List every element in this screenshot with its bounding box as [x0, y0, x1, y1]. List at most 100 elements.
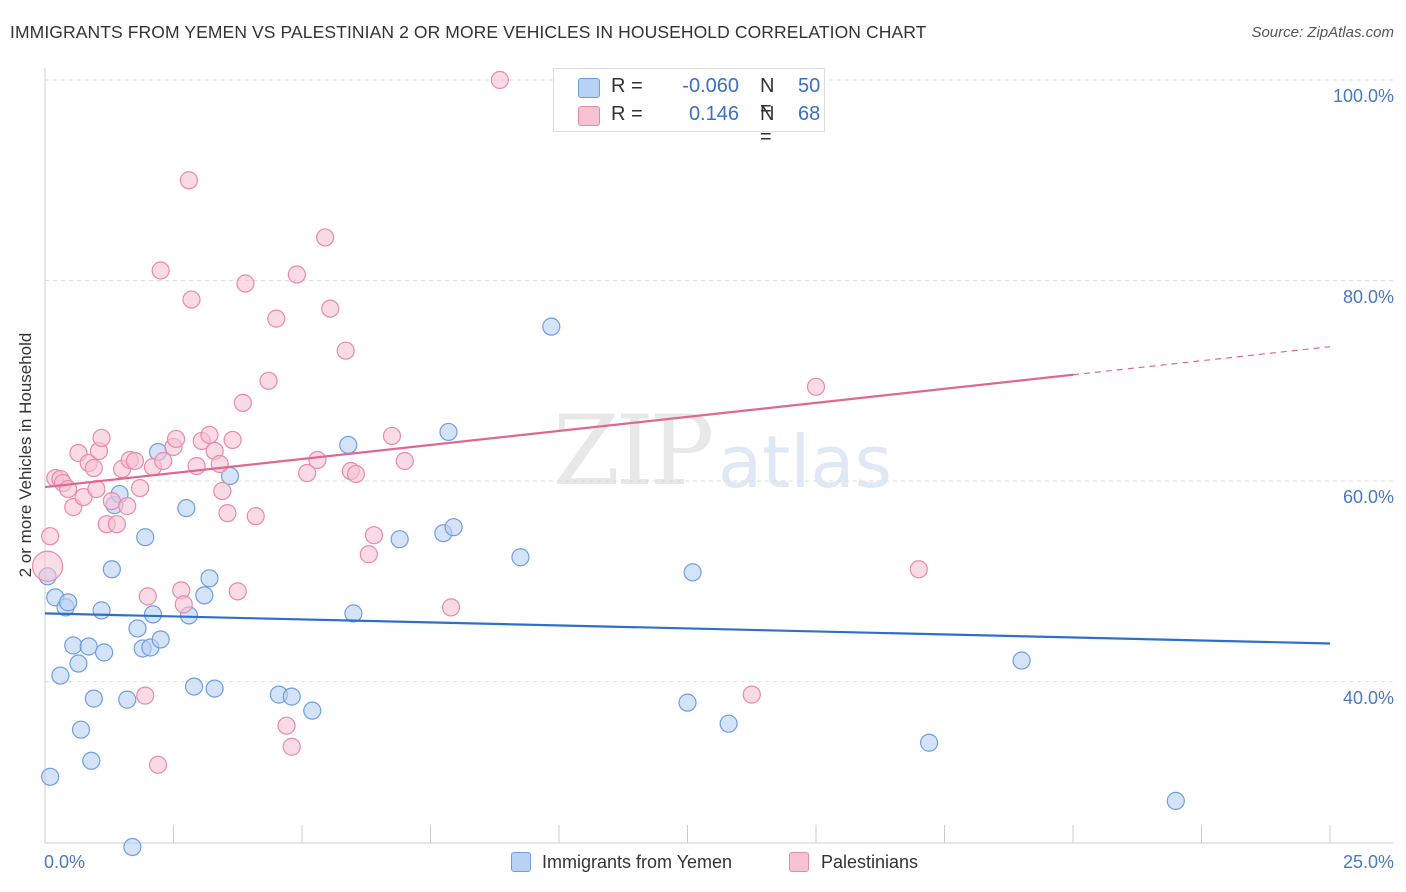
watermark-zip: ZIP: [553, 395, 714, 507]
x-tick-label-min: 0.0%: [44, 852, 86, 872]
palestinian-point: [74, 487, 93, 507]
palestinian-point: [282, 737, 301, 756]
palestinian-point: [154, 451, 173, 471]
series-palestinians: [31, 70, 928, 774]
yemen-point: [143, 605, 163, 624]
palestinian-point: [395, 451, 414, 471]
y-tick-label: 40.0%: [1342, 687, 1394, 708]
yemen-point: [84, 689, 103, 708]
palestinian-point: [174, 595, 193, 614]
yemen-point: [344, 604, 363, 623]
yemen-point: [92, 601, 111, 620]
palestinian-point: [31, 550, 64, 582]
yemen-point: [919, 733, 939, 752]
palestinian-point: [316, 228, 335, 247]
chart-title: IMMIGRANTS FROM YEMEN VS PALESTINIAN 2 O…: [10, 22, 927, 42]
palestinian-point: [246, 507, 265, 526]
yemen-point: [95, 643, 114, 662]
palestinian-point: [382, 426, 402, 446]
yemen-point: [82, 751, 101, 770]
palestinian-point: [259, 371, 278, 390]
palestinian-point: [223, 430, 242, 450]
palestinian-point: [346, 464, 366, 484]
yemen-point: [1166, 791, 1185, 810]
yemen-point: [195, 586, 214, 605]
palestinian-point: [298, 463, 317, 483]
yemen-point: [71, 720, 91, 739]
palestinian-point: [233, 393, 252, 412]
palestinian-point: [267, 309, 286, 328]
palestinian-point: [236, 274, 255, 293]
palestinian-point: [179, 171, 199, 190]
palestinian-point: [364, 526, 384, 545]
yemen-point: [439, 422, 458, 442]
y-tick-label: 100.0%: [1332, 86, 1394, 106]
palestinian-point: [308, 450, 327, 470]
palestinian-point: [148, 755, 168, 774]
palestinian-point: [41, 527, 60, 546]
yemen-point: [151, 630, 170, 649]
yemen-point: [79, 637, 98, 656]
yemen-point: [69, 654, 88, 673]
palestinian-point: [118, 497, 137, 516]
yemen-point: [177, 499, 196, 518]
yemen-point: [118, 690, 137, 709]
palestinian-point: [84, 458, 103, 478]
yemen-point: [102, 560, 121, 579]
palestinian-point: [806, 377, 826, 396]
correlation-legend: R = -0.060 N = 50 R = 0.146 N = 68: [553, 68, 825, 148]
legend-n-label: N =: [760, 103, 775, 148]
legend-label-yemen: Immigrants from Yemen: [542, 852, 733, 872]
palestinian-point: [138, 587, 157, 606]
yemen-point: [205, 679, 224, 698]
yemen-point: [542, 317, 561, 336]
palestinian-point: [228, 582, 247, 601]
yemen-point: [282, 687, 301, 706]
yemen-point: [390, 530, 409, 549]
yemen-point: [123, 837, 142, 857]
yemen-point: [128, 619, 147, 638]
legend-r-value: 0.146: [688, 103, 739, 125]
palestinian-point: [182, 290, 201, 309]
palestinian-point: [359, 545, 378, 564]
legend-n-label: N =: [760, 75, 775, 120]
palestinian-point: [92, 428, 111, 448]
x-tick-label-max: 25.0%: [1342, 852, 1394, 872]
legend-swatch-pink: [578, 106, 600, 126]
palestinian-point: [218, 504, 237, 523]
palestinian-point: [102, 492, 121, 511]
palestinian-point: [210, 454, 229, 474]
palestinian-point: [441, 598, 461, 617]
yemen-point: [136, 528, 155, 547]
watermark-atlas: atlas: [718, 420, 892, 504]
y-axis-label: 2 or more Vehicles in Household: [16, 332, 35, 578]
source-label: Source: ZipAtlas.com: [1251, 24, 1394, 41]
palestinian-trend-extension: [1072, 346, 1331, 376]
legend-label-palestinians: Palestinians: [821, 852, 919, 872]
yemen-point: [51, 666, 70, 685]
legend-swatch-blue: [511, 852, 531, 872]
legend-r-value: -0.060: [682, 75, 739, 97]
palestinian-point: [213, 481, 232, 501]
yemen-point: [184, 677, 204, 696]
palestinian-point: [166, 429, 186, 449]
legend-r-label: R =: [611, 75, 643, 97]
yemen-point: [64, 636, 83, 655]
palestinian-point: [125, 451, 145, 471]
y-tick-label: 80.0%: [1342, 286, 1394, 307]
palestinian-trend-line: [44, 373, 1074, 489]
palestinian-point: [742, 685, 761, 704]
yemen-point: [683, 563, 702, 582]
palestinian-point: [909, 560, 928, 579]
palestinian-point: [151, 261, 170, 280]
yemen-point: [444, 518, 463, 537]
yemen-point: [678, 693, 697, 712]
legend-n-value: 50: [798, 75, 821, 97]
palestinian-point: [277, 716, 296, 735]
yemen-point: [511, 548, 530, 567]
palestinian-point: [287, 265, 306, 284]
legend-n-value: 68: [798, 103, 821, 125]
palestinian-point: [130, 478, 150, 498]
palestinian-point: [136, 686, 155, 705]
